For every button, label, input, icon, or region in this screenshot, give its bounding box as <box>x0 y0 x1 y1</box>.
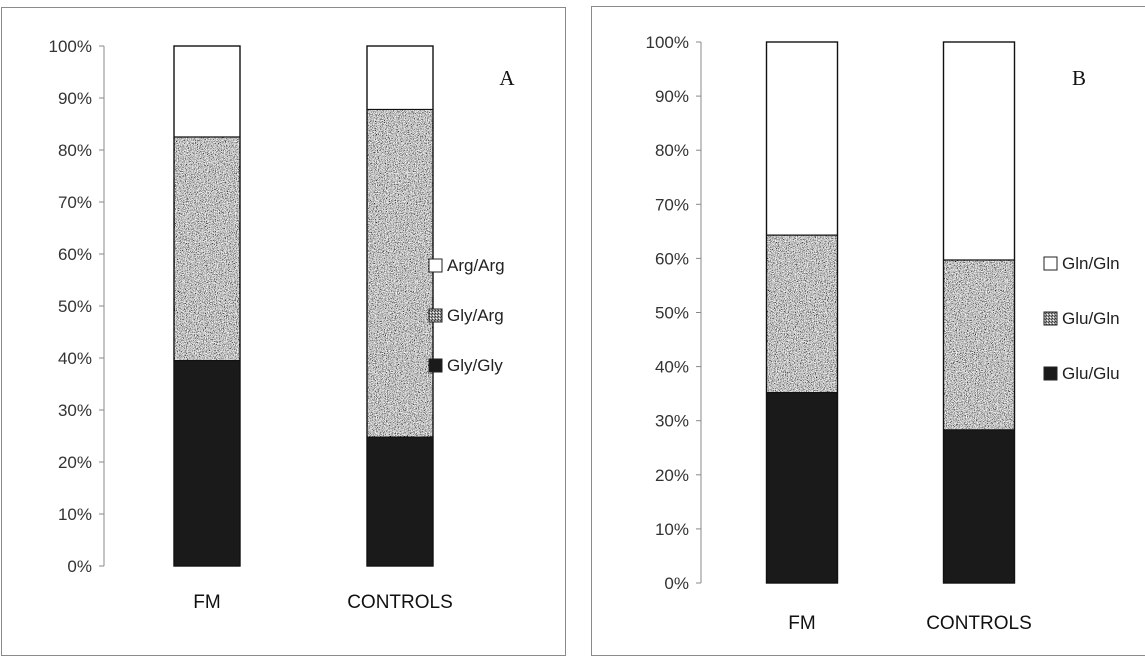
bar-segment-gly-arg-controls <box>367 109 433 438</box>
panel-label: A <box>499 66 515 90</box>
bar-segment-gly-gly-fm <box>174 360 240 566</box>
y-tick-label: 90% <box>58 89 92 108</box>
bar-segment-gln-gln-fm <box>766 42 838 236</box>
legend-label-glu-glu: Glu/Glu <box>1062 364 1120 383</box>
legend-swatch-gly-arg <box>428 308 443 323</box>
legend-swatch-glu-gln <box>1043 311 1058 326</box>
category-label-controls: CONTROLS <box>347 592 453 613</box>
chart-a-svg: 0% 10% 20% 30% 40% 50% 60% 70% 80% 90% 100% FM CONTR… <box>49 37 516 613</box>
chart-panel-b: 0% 10% 20% 30% 40% 50% 60% 70% 80% 90% 100% FM CONTR… <box>591 6 1145 656</box>
y-tick-label: 10% <box>655 520 689 539</box>
y-tick-label: 90% <box>655 87 689 106</box>
legend-swatch-glu-glu <box>1043 366 1058 381</box>
chart-panel-a: 0% 10% 20% 30% 40% 50% 60% 70% 80% 90% 100% FM CONTR… <box>1 7 566 656</box>
legend-swatch-arg-arg <box>428 258 443 273</box>
y-tick-label: 0% <box>67 557 92 576</box>
legend-label-gly-arg: Gly/Arg <box>447 306 504 325</box>
y-tick-label: 50% <box>58 297 92 316</box>
y-tick-label: 100% <box>49 37 92 56</box>
bar-segment-arg-arg-controls <box>367 46 433 110</box>
bar-outline-fm <box>765 41 839 584</box>
y-tick-label: 20% <box>655 466 689 485</box>
bar-segment-gln-gln-controls <box>943 42 1015 261</box>
legend-label-gln-gln: Gln/Gln <box>1062 254 1120 273</box>
bar-segment-glu-glu-fm <box>766 392 838 583</box>
bar-outline-fm <box>173 45 241 567</box>
y-tick-label: 70% <box>58 193 92 212</box>
y-tick-label: 50% <box>655 304 689 323</box>
category-label-fm: FM <box>193 592 220 613</box>
bar-outline-controls <box>366 45 434 567</box>
y-tick-label: 30% <box>58 401 92 420</box>
category-label-fm: FM <box>788 613 815 634</box>
bar-segment-glu-glu-controls <box>943 429 1015 583</box>
bar-segment-gly-arg-fm <box>174 137 240 361</box>
bar-segment-glu-gln-fm <box>766 235 838 393</box>
y-tick-label: 30% <box>655 412 689 431</box>
category-label-controls: CONTROLS <box>926 613 1032 634</box>
y-tick-label: 0% <box>664 574 689 593</box>
bar-outline-controls <box>942 41 1016 584</box>
legend-swatch-gly-gly <box>428 358 443 373</box>
y-tick-label: 20% <box>58 453 92 472</box>
y-tick-label: 40% <box>58 349 92 368</box>
y-tick-label: 40% <box>655 358 689 377</box>
bar-segment-gly-gly-controls <box>367 437 433 566</box>
bar-segment-glu-gln-controls <box>943 260 1015 430</box>
y-tick-label: 100% <box>646 33 689 52</box>
bar-segment-arg-arg-fm <box>174 46 240 137</box>
legend-label-gly-gly: Gly/Gly <box>447 356 503 375</box>
y-tick-label: 80% <box>58 141 92 160</box>
y-tick-label: 60% <box>655 249 689 268</box>
legend-swatch-gln-gln <box>1043 256 1058 271</box>
y-tick-label: 80% <box>655 141 689 160</box>
y-tick-label: 10% <box>58 505 92 524</box>
y-tick-label: 70% <box>655 195 689 214</box>
legend-label-glu-gln: Glu/Gln <box>1062 309 1120 328</box>
legend-label-arg-arg: Arg/Arg <box>447 256 505 275</box>
chart-b-svg: 0% 10% 20% 30% 40% 50% 60% 70% 80% 90% 100% FM CONTR… <box>646 33 1120 634</box>
y-tick-label: 60% <box>58 245 92 264</box>
panel-label: B <box>1072 66 1086 90</box>
